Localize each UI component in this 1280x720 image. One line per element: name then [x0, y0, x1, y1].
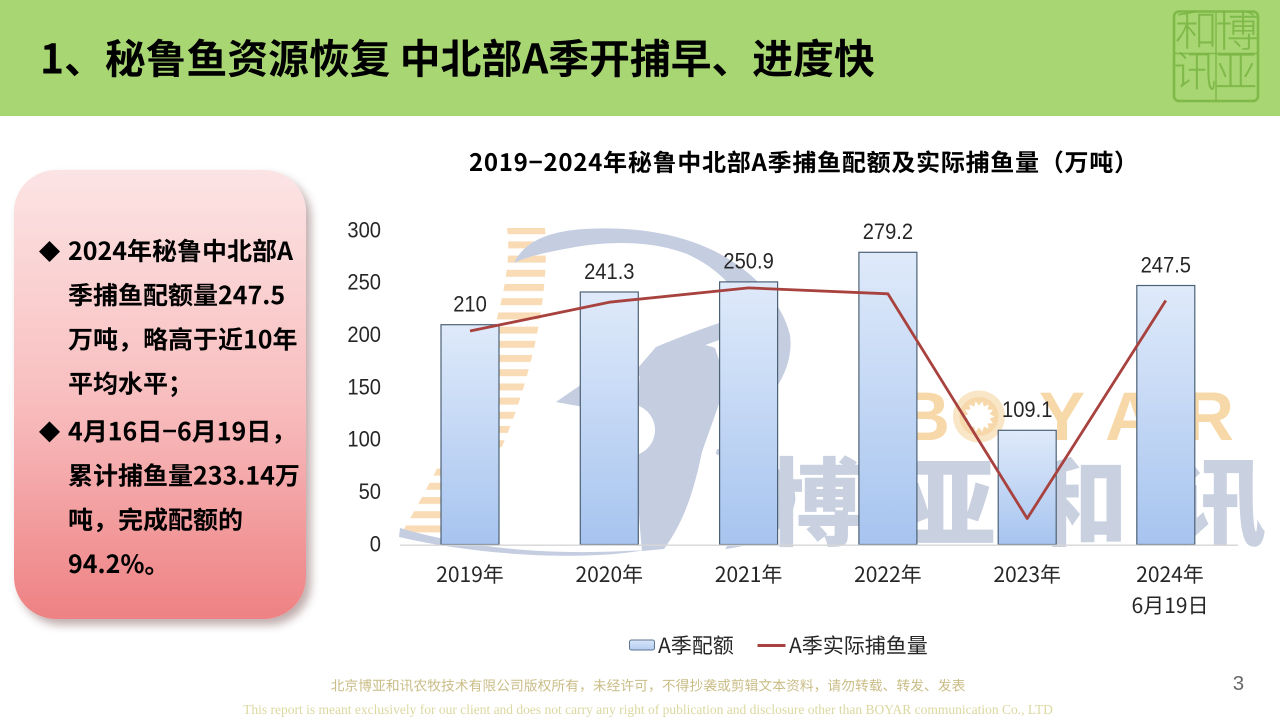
svg-text:109.1: 109.1: [1002, 397, 1052, 422]
svg-text:50: 50: [359, 479, 381, 504]
svg-text:241.3: 241.3: [584, 259, 634, 284]
svg-text:247.5: 247.5: [1141, 252, 1191, 277]
svg-text:150: 150: [347, 374, 381, 399]
svg-text:250.9: 250.9: [723, 249, 773, 274]
svg-text:200: 200: [347, 322, 381, 347]
svg-text:300: 300: [347, 217, 381, 242]
svg-text:100: 100: [347, 427, 381, 452]
svg-text:0: 0: [370, 531, 381, 556]
svg-text:250: 250: [347, 270, 381, 295]
svg-text:210: 210: [453, 292, 487, 317]
svg-text:279.2: 279.2: [863, 219, 913, 244]
